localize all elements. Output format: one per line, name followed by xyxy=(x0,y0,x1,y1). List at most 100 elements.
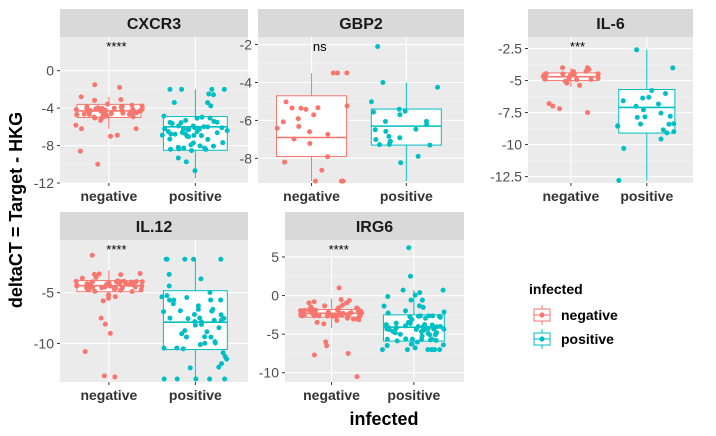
data-point xyxy=(214,119,220,125)
y-tick-label: -5 xyxy=(267,326,280,342)
data-point xyxy=(311,352,317,358)
data-point xyxy=(330,70,336,76)
data-point xyxy=(274,125,280,131)
data-point xyxy=(640,107,646,113)
data-point xyxy=(180,126,186,132)
data-point xyxy=(210,143,216,149)
data-point xyxy=(394,338,400,344)
data-point xyxy=(161,345,167,351)
data-point xyxy=(662,91,668,97)
data-point xyxy=(89,279,95,285)
y-tick-label: -2.5 xyxy=(498,41,522,57)
data-point xyxy=(179,331,185,337)
data-point xyxy=(191,132,197,138)
data-point xyxy=(405,320,411,326)
data-point xyxy=(95,105,101,111)
data-point xyxy=(396,106,402,112)
data-point xyxy=(658,136,664,142)
data-point xyxy=(315,105,321,111)
box-positive xyxy=(159,256,230,382)
data-point xyxy=(308,304,314,310)
data-point xyxy=(195,306,201,312)
legend-label-positive: positive xyxy=(561,331,614,347)
data-point xyxy=(379,347,385,353)
data-point xyxy=(640,95,646,101)
data-point xyxy=(280,119,286,125)
data-point xyxy=(218,297,224,303)
data-point xyxy=(195,303,201,309)
data-point xyxy=(177,308,183,314)
data-point xyxy=(220,350,226,356)
data-point xyxy=(182,328,188,334)
data-point xyxy=(408,297,414,303)
data-point xyxy=(437,347,443,353)
data-point xyxy=(338,178,344,184)
facet-panel-il-12: IL.12 -5 -10 negative positive **** xyxy=(34,212,248,403)
y-tick-label: -10 xyxy=(34,335,54,351)
data-point xyxy=(325,131,331,137)
data-point xyxy=(324,343,330,349)
data-point xyxy=(583,68,589,74)
data-point xyxy=(196,126,202,132)
data-point xyxy=(206,91,212,97)
box-negative xyxy=(73,252,145,380)
box-positive xyxy=(615,47,677,183)
box-positive xyxy=(368,43,442,182)
data-point xyxy=(359,310,365,316)
data-point xyxy=(107,330,113,336)
legend-key-positive xyxy=(531,328,553,350)
data-point xyxy=(132,280,138,286)
points-negative xyxy=(540,65,601,116)
data-point xyxy=(441,309,447,315)
data-point xyxy=(123,280,129,286)
data-point xyxy=(649,88,655,94)
data-point xyxy=(167,136,173,142)
data-point xyxy=(370,109,376,115)
data-point xyxy=(386,133,392,139)
data-point xyxy=(403,308,409,314)
y-tick-label: -6 xyxy=(240,112,253,128)
data-point xyxy=(400,287,406,293)
data-point xyxy=(183,159,189,165)
data-point xyxy=(118,272,124,278)
data-point xyxy=(560,71,566,77)
data-point xyxy=(205,100,211,106)
data-point xyxy=(171,99,177,105)
data-point xyxy=(413,126,419,132)
data-point xyxy=(345,315,351,321)
data-point xyxy=(133,126,139,132)
points-negative xyxy=(73,82,145,167)
data-point xyxy=(174,345,180,351)
data-point xyxy=(431,326,437,332)
data-point xyxy=(180,346,186,352)
data-point xyxy=(425,347,431,353)
y-tick-label: -2 xyxy=(240,37,253,53)
significance-label: ns xyxy=(313,39,327,54)
data-point xyxy=(595,71,601,77)
data-point xyxy=(74,283,80,289)
data-point xyxy=(417,290,423,296)
y-tick-label: -8 xyxy=(240,150,253,166)
data-point xyxy=(311,299,317,305)
box-negative xyxy=(540,65,601,116)
data-point xyxy=(207,376,213,382)
data-point xyxy=(577,82,583,88)
data-point xyxy=(185,316,191,322)
facet-strip xyxy=(528,9,693,37)
data-point xyxy=(306,300,312,306)
data-point xyxy=(417,313,423,319)
data-point xyxy=(314,319,320,325)
data-point xyxy=(163,256,169,262)
facet-panel-il-6: IL-6 -2.5 -5 -7.5 -10 -12.5 negative positive **… xyxy=(490,9,693,204)
y-axis-title: deltaCT = Target - HKG xyxy=(6,112,26,308)
data-point xyxy=(386,141,392,147)
data-point xyxy=(164,293,170,299)
data-point xyxy=(183,334,189,340)
facet-panels: CXCR3 0 -4 -8 -12 negative positive **** GBP2 -2 -… xyxy=(34,9,693,403)
data-point xyxy=(93,274,99,280)
data-point xyxy=(429,336,435,342)
box-positive xyxy=(159,86,230,179)
data-point xyxy=(638,121,644,127)
iqr-box xyxy=(276,95,348,157)
